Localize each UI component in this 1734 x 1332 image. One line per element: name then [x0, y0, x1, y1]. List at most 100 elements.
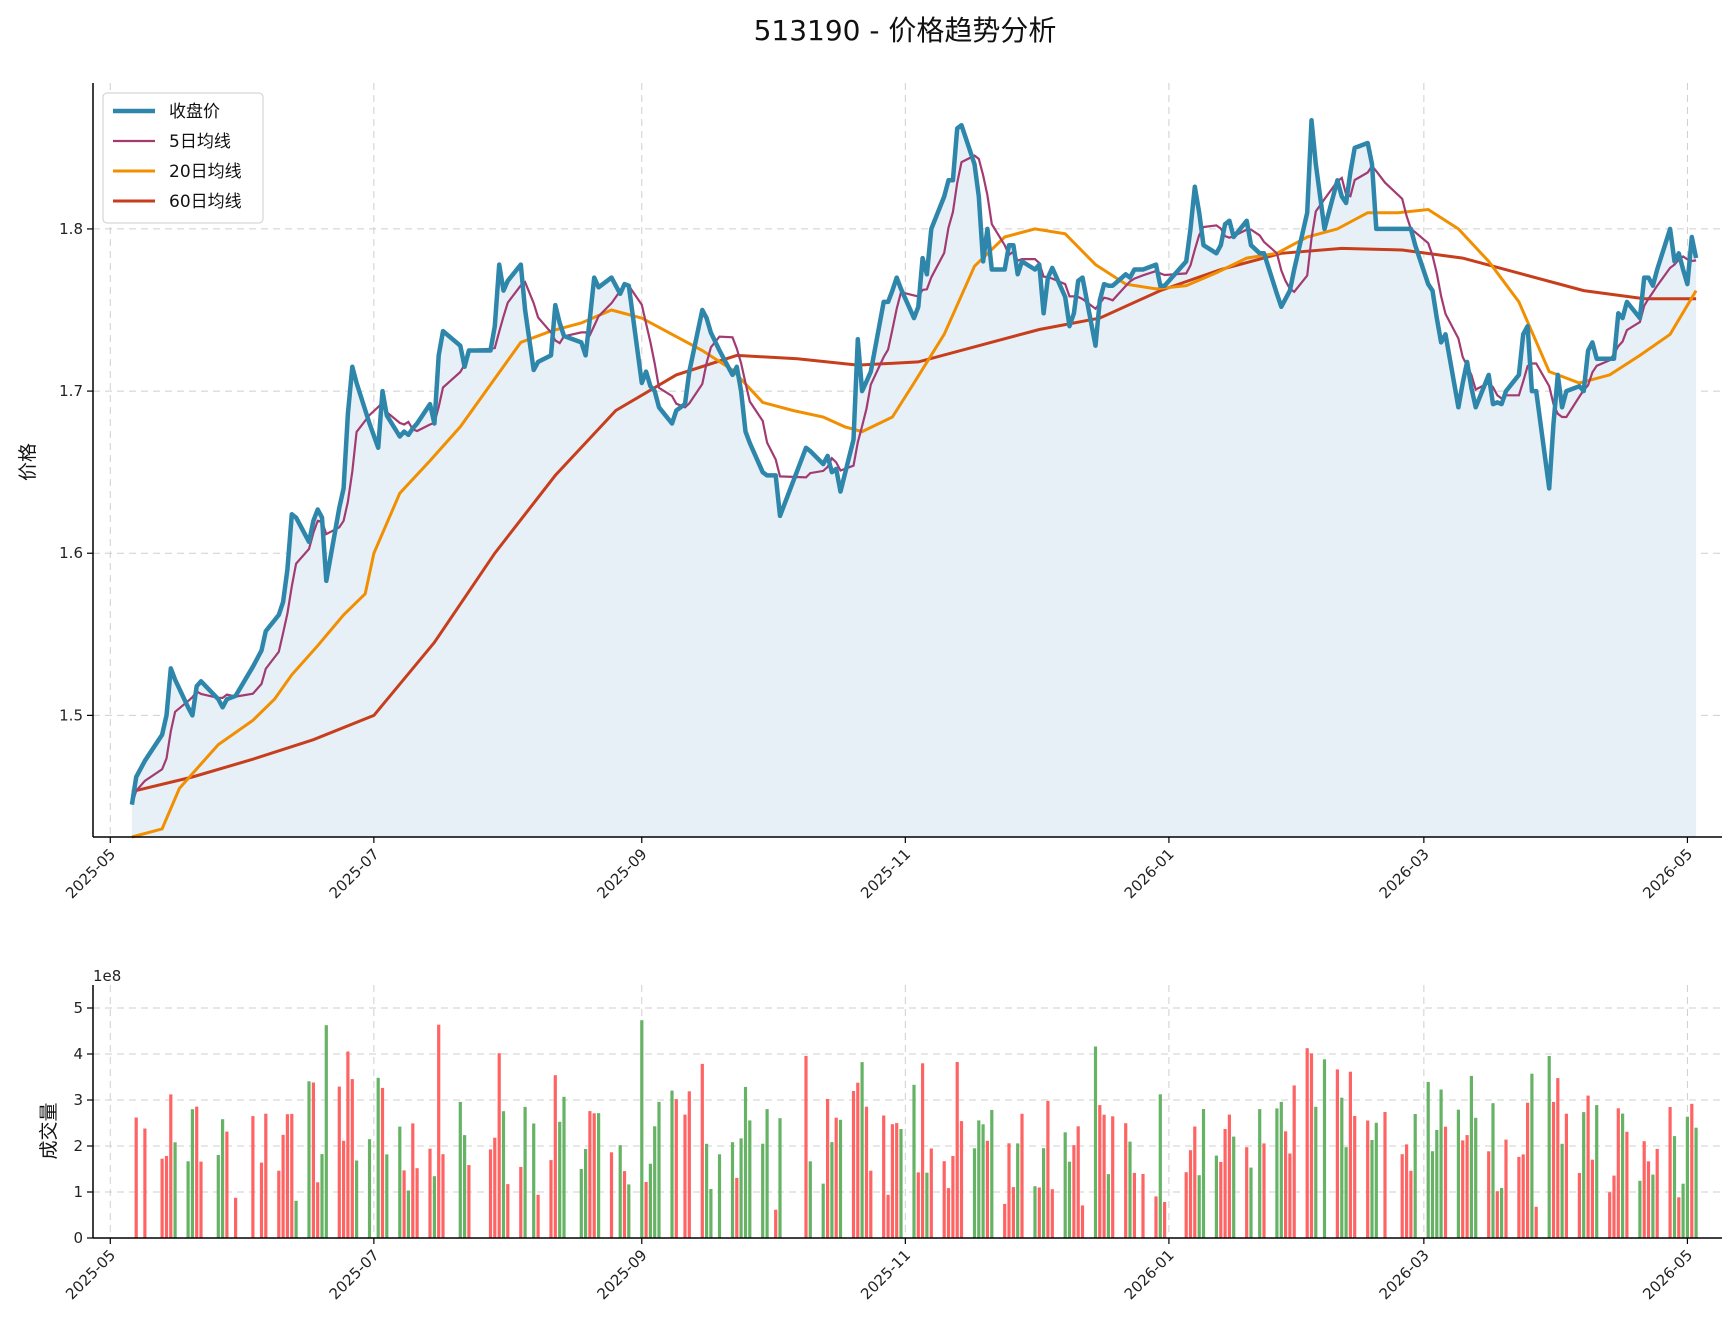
volume-bar [501, 1111, 506, 1238]
volume-bar [1197, 1175, 1201, 1238]
volume-bar [657, 1101, 661, 1238]
volume-bar [916, 1172, 920, 1238]
volume-bar [1344, 1147, 1348, 1238]
volume-bar [683, 1114, 687, 1238]
volume-bar [441, 1154, 445, 1238]
volume-bar [730, 1142, 735, 1238]
volume-bar [1158, 1094, 1162, 1238]
volume-bar [1262, 1143, 1266, 1238]
volume-bar [1409, 1170, 1413, 1238]
volume-bar [1491, 1103, 1495, 1238]
volume-bar [143, 1128, 147, 1238]
series-line-ma20 [131, 207, 1698, 839]
volume-bar [1413, 1114, 1417, 1238]
volume-bar [1275, 1108, 1279, 1238]
volume-bar [1521, 1154, 1525, 1238]
volume-bar [497, 1053, 501, 1238]
volume-bar [259, 1162, 264, 1238]
volume-bar [1348, 1071, 1352, 1238]
volume-bar [1292, 1085, 1296, 1238]
volume-bar [830, 1142, 834, 1238]
volume-bar [838, 1119, 843, 1238]
volume-bar [1093, 1046, 1098, 1238]
volume-bar [705, 1143, 709, 1238]
volume-bar [929, 1148, 933, 1238]
volume-bar [804, 1055, 808, 1238]
volume-bar [1465, 1135, 1469, 1238]
volume-bar [1284, 1131, 1288, 1238]
volume-bar [851, 1091, 856, 1238]
volume-bar [1685, 1116, 1689, 1238]
volume-bar [190, 1109, 194, 1238]
volume-bar [1487, 1151, 1491, 1238]
legend: 收盘价 5日均线 20日均线 60日均线 [102, 92, 264, 224]
volume-bar [463, 1135, 467, 1238]
volume-bar [1227, 1114, 1231, 1238]
volume-bar [488, 1149, 493, 1238]
volume-bar [1370, 1140, 1374, 1238]
volume-bar [1322, 1059, 1327, 1238]
volume-bar [1668, 1107, 1672, 1238]
volume-bar [221, 1119, 225, 1238]
volume-bar [458, 1101, 462, 1238]
volume-bar [1400, 1154, 1404, 1238]
volume-bar [743, 1086, 748, 1238]
volume-bar [864, 1106, 869, 1238]
volume-bar [225, 1131, 229, 1238]
volume-bar [234, 1197, 238, 1238]
volume-bar [1124, 1123, 1128, 1238]
volume-bar [592, 1113, 596, 1238]
volume-bar [1551, 1102, 1556, 1238]
volume-bar [860, 1062, 864, 1238]
volume-bar [1037, 1187, 1041, 1238]
price-x-tick-label: 2025-11 [857, 845, 914, 902]
volume-bars [134, 1020, 1698, 1238]
volume-bar [1677, 1197, 1681, 1238]
volume-bar [700, 1063, 704, 1238]
volume-bar [1279, 1101, 1283, 1238]
volume-bar [1067, 1161, 1072, 1238]
volume-bar [955, 1062, 959, 1238]
volume-bar [1106, 1174, 1110, 1238]
volume-bar [1003, 1203, 1007, 1238]
volume-bar [264, 1113, 268, 1238]
volume-y-tick-label: 0 [73, 1229, 83, 1247]
volume-bar [536, 1194, 540, 1238]
volume-bar [355, 1160, 359, 1238]
volume-bar [588, 1111, 592, 1238]
volume-bar [990, 1109, 994, 1238]
volume-bar [1007, 1143, 1011, 1238]
volume-bar [972, 1148, 977, 1238]
legend-entry: 5日均线 [169, 132, 231, 152]
price-y-tick-label: 1.6 [59, 544, 83, 562]
volume-bar [1651, 1174, 1655, 1238]
volume-bar [1245, 1147, 1249, 1238]
volume-bar [687, 1091, 691, 1238]
volume-bar [1504, 1139, 1508, 1238]
volume-bar [1560, 1143, 1564, 1238]
volume-bar [1141, 1174, 1145, 1238]
volume-bar [1625, 1131, 1629, 1238]
volume-bar [316, 1182, 320, 1238]
volume-bar [1309, 1053, 1314, 1238]
volume-bar [1201, 1109, 1206, 1238]
volume-bar [1577, 1173, 1581, 1238]
volume-bar [1128, 1141, 1132, 1238]
volume-bar [946, 1188, 951, 1238]
volume-bar [748, 1120, 752, 1238]
volume-bar [765, 1109, 769, 1238]
volume-bar [1102, 1114, 1106, 1238]
volume-y-tick-label: 3 [73, 1091, 83, 1109]
volume-bar [1430, 1151, 1435, 1238]
volume-bar [1020, 1113, 1024, 1238]
price-y-tick-label: 1.8 [59, 220, 83, 238]
volume-bar [1050, 1189, 1054, 1238]
volume-bar [1435, 1130, 1439, 1238]
volume-panel: 2025-05 2025-07 2025-09 2025-11 2026-01 2026-… [38, 967, 1722, 1303]
volume-bar [1642, 1141, 1646, 1238]
volume-bar [169, 1094, 173, 1238]
volume-bar [670, 1090, 674, 1238]
volume-bar [1288, 1153, 1292, 1238]
volume-bar [281, 1134, 285, 1238]
